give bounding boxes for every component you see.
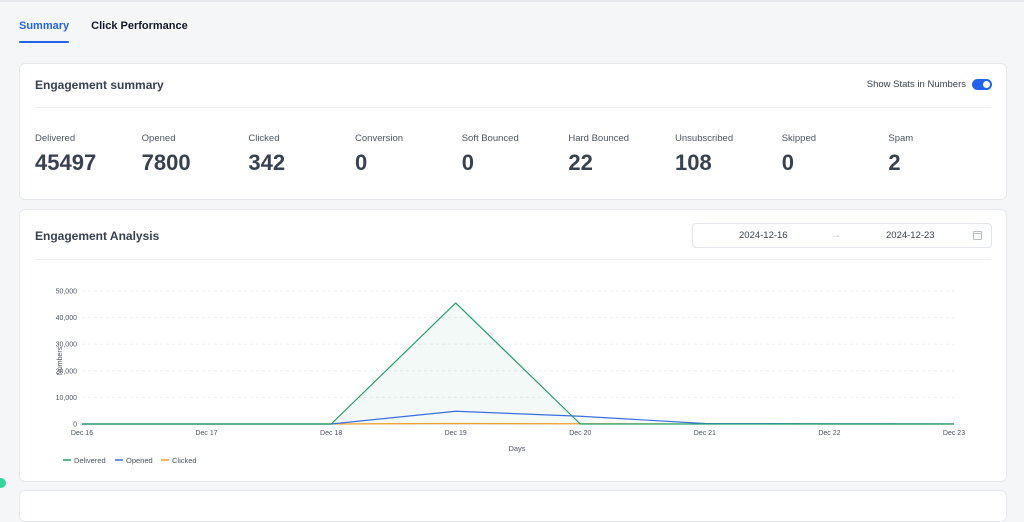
stat-value: 108: [675, 150, 712, 175]
stat-clicked: Clicked 342: [248, 133, 355, 176]
arrow-right-icon: →: [831, 230, 841, 241]
calendar-icon[interactable]: [973, 231, 982, 240]
x-tick-label: Dec 20: [569, 430, 591, 437]
x-axis-ticks: Dec 16 Dec 17 Dec 18 Dec 19 Dec 20 Dec 21 Dec …: [71, 430, 965, 437]
stat-value: 22: [568, 150, 593, 175]
x-tick-label: Dec 17: [195, 430, 217, 437]
stat-hard-bounced: Hard Bounced 22: [568, 133, 675, 176]
engagement-summary-title: Engagement summary: [35, 78, 164, 92]
clicked-legend-label: Clicked: [172, 456, 197, 465]
stat-soft-bounced: Soft Bounced 0: [462, 133, 569, 176]
tab-bar: Summary Click Performance: [19, 20, 210, 44]
stats-toggle-switch[interactable]: [972, 79, 992, 90]
summary-divider: [35, 107, 991, 108]
y-axis-ticks: 0 10,000 20,000 30,000 40,000 50,000: [56, 289, 78, 429]
stat-value: 45497: [35, 150, 97, 175]
stats-row: Delivered 45497 Opened 7800 Clicked 342 …: [35, 133, 995, 176]
opened-legend-label: Opened: [126, 456, 153, 465]
stat-label: Spam: [888, 133, 914, 144]
stat-label: Opened: [141, 133, 176, 144]
toggle-knob: [983, 81, 990, 88]
y-tick-label: 20,000: [56, 368, 78, 375]
x-tick-label: Dec 18: [320, 430, 342, 437]
x-tick-label: Dec 22: [818, 430, 840, 437]
stat-label: Soft Bounced: [461, 133, 519, 144]
stat-opened: Opened 7800: [142, 133, 249, 176]
y-tick-label: 10,000: [56, 395, 78, 402]
status-dot: [0, 478, 6, 488]
stat-label: Conversion: [355, 133, 404, 144]
stat-value: 2: [888, 150, 901, 175]
top-border: [0, 0, 1024, 2]
y-tick-label: 0: [73, 422, 77, 429]
x-tick-label: Dec 23: [943, 430, 965, 437]
stat-label: Clicked: [248, 133, 280, 144]
date-start-input[interactable]: 2024-12-16: [739, 230, 788, 241]
stat-delivered: Delivered 45497: [35, 133, 142, 176]
x-tick-label: Dec 19: [445, 430, 467, 437]
date-end-input[interactable]: 2024-12-23: [886, 230, 935, 241]
delivered-legend-label: Delivered: [74, 456, 106, 465]
stat-label: Skipped: [781, 133, 817, 144]
stat-value: 7800: [141, 150, 191, 175]
stat-value: 0: [355, 150, 368, 175]
x-tick-label: Dec 21: [694, 430, 716, 437]
chart-legend: Delivered Opened Clicked: [63, 456, 197, 465]
stat-value: 0: [781, 150, 794, 175]
engagement-summary-card: Engagement summary Show Stats in Numbers…: [19, 63, 1007, 200]
chart-series: [82, 302, 955, 425]
stat-label: Hard Bounced: [568, 133, 630, 144]
stat-skipped: Skipped 0: [782, 133, 889, 176]
delivered-area: [82, 302, 954, 424]
stat-value: 0: [461, 150, 474, 175]
stat-conversion: Conversion 0: [355, 133, 462, 176]
stat-value: 342: [248, 150, 286, 175]
date-range-picker[interactable]: 2024-12-16 → 2024-12-23: [692, 223, 992, 248]
stat-label: Delivered: [35, 133, 76, 144]
stat-unsubscribed: Unsubscribed 108: [675, 133, 782, 176]
analysis-divider: [35, 259, 991, 260]
engagement-analysis-title: Engagement Analysis: [35, 229, 160, 243]
stats-toggle-label: Show Stats in Numbers: [866, 79, 966, 90]
tab-summary[interactable]: Summary: [19, 20, 70, 44]
stat-spam: Spam 2: [888, 133, 995, 176]
x-tick-label: Dec 16: [71, 430, 93, 437]
next-card: [19, 490, 1007, 522]
y-tick-label: 40,000: [56, 315, 78, 322]
tab-click-performance[interactable]: Click Performance: [91, 20, 188, 32]
y-tick-label: 50,000: [56, 289, 78, 296]
stat-label: Unsubscribed: [675, 133, 734, 144]
engagement-analysis-card: Engagement Analysis 2024-12-16 → 2024-12…: [19, 209, 1007, 482]
x-axis-label: Days: [508, 444, 525, 453]
y-tick-label: 30,000: [56, 342, 78, 349]
delivered-line: [82, 302, 954, 425]
stats-toggle-group: Show Stats in Numbers: [867, 79, 992, 90]
y-axis-label: Numbers: [57, 346, 64, 375]
